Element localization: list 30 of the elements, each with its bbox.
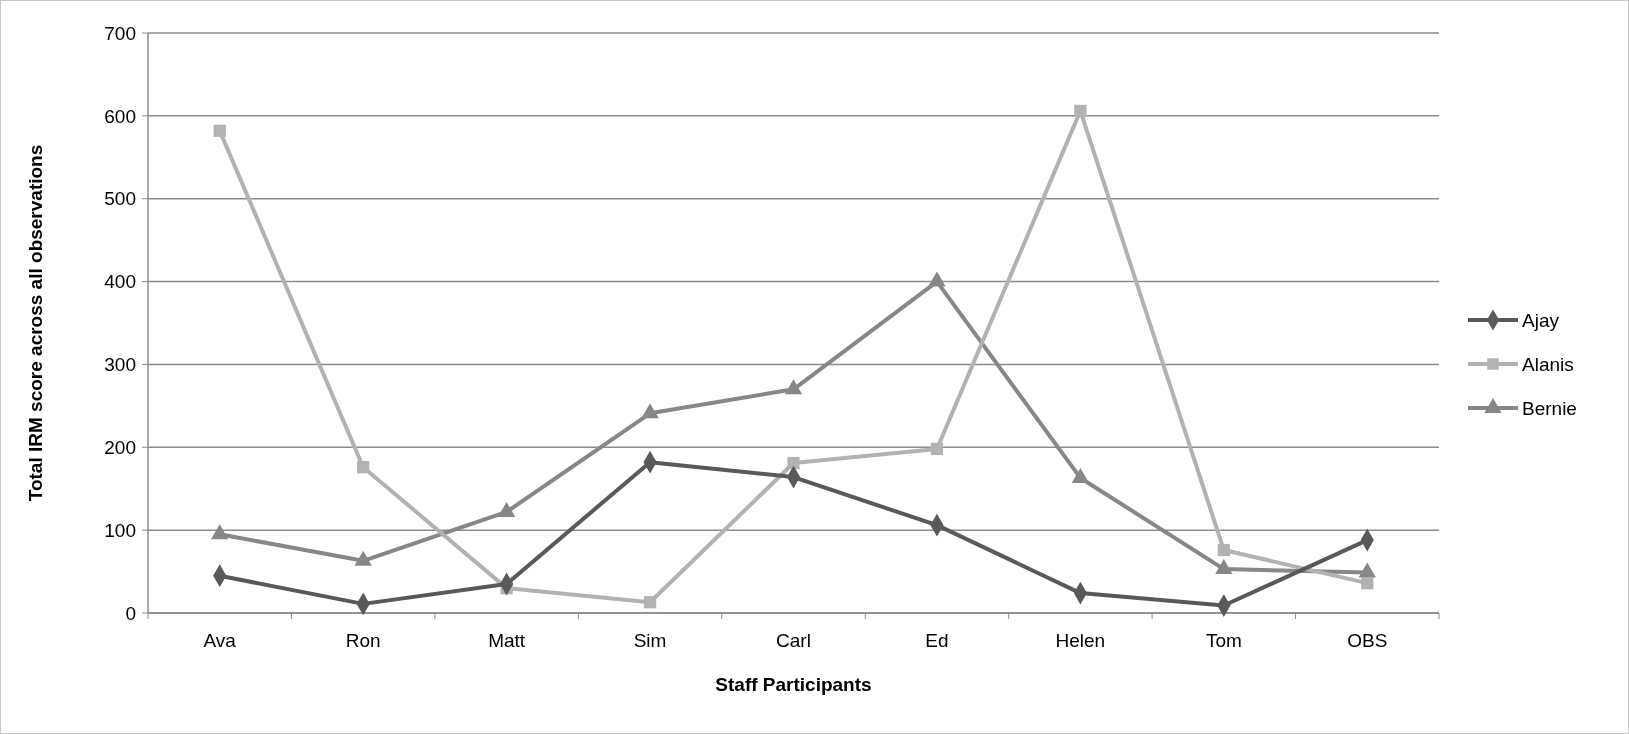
y-tick-label: 500: [104, 188, 136, 210]
x-tick-label: OBS: [1347, 630, 1388, 651]
point: [1217, 543, 1230, 557]
x-tick-label: Tom: [1205, 630, 1242, 651]
x-tick-label: Ava: [203, 630, 237, 651]
x-axis-title: Staff Participants: [715, 674, 872, 695]
y-tick-label: 700: [104, 22, 136, 44]
y-axis-title: Total IRM score across all observations: [25, 144, 46, 502]
legend-label: Bernie: [1522, 397, 1577, 419]
y-tick-label: 200: [104, 436, 136, 458]
point: [213, 124, 226, 137]
x-tick-label: Helen: [1055, 630, 1106, 651]
point: [1074, 104, 1087, 118]
y-tick-label: 400: [104, 271, 136, 293]
x-tick-label: Carl: [776, 630, 811, 651]
point: [787, 456, 800, 470]
point: [643, 596, 657, 609]
point: [357, 461, 370, 474]
y-tick-label: 300: [104, 354, 136, 376]
y-tick-label: 0: [125, 602, 136, 624]
x-tick-label: Ed: [925, 630, 949, 651]
point: [930, 442, 944, 456]
x-tick-label: Sim: [633, 630, 667, 651]
x-tick-label: Matt: [488, 630, 526, 651]
y-tick-label: 600: [104, 105, 136, 127]
x-tick-label: Ron: [345, 630, 381, 651]
y-tick-label: 100: [104, 519, 136, 541]
point: [1361, 577, 1374, 590]
legend-label: Alanis: [1522, 353, 1574, 375]
legend-label: Ajay: [1522, 309, 1560, 331]
